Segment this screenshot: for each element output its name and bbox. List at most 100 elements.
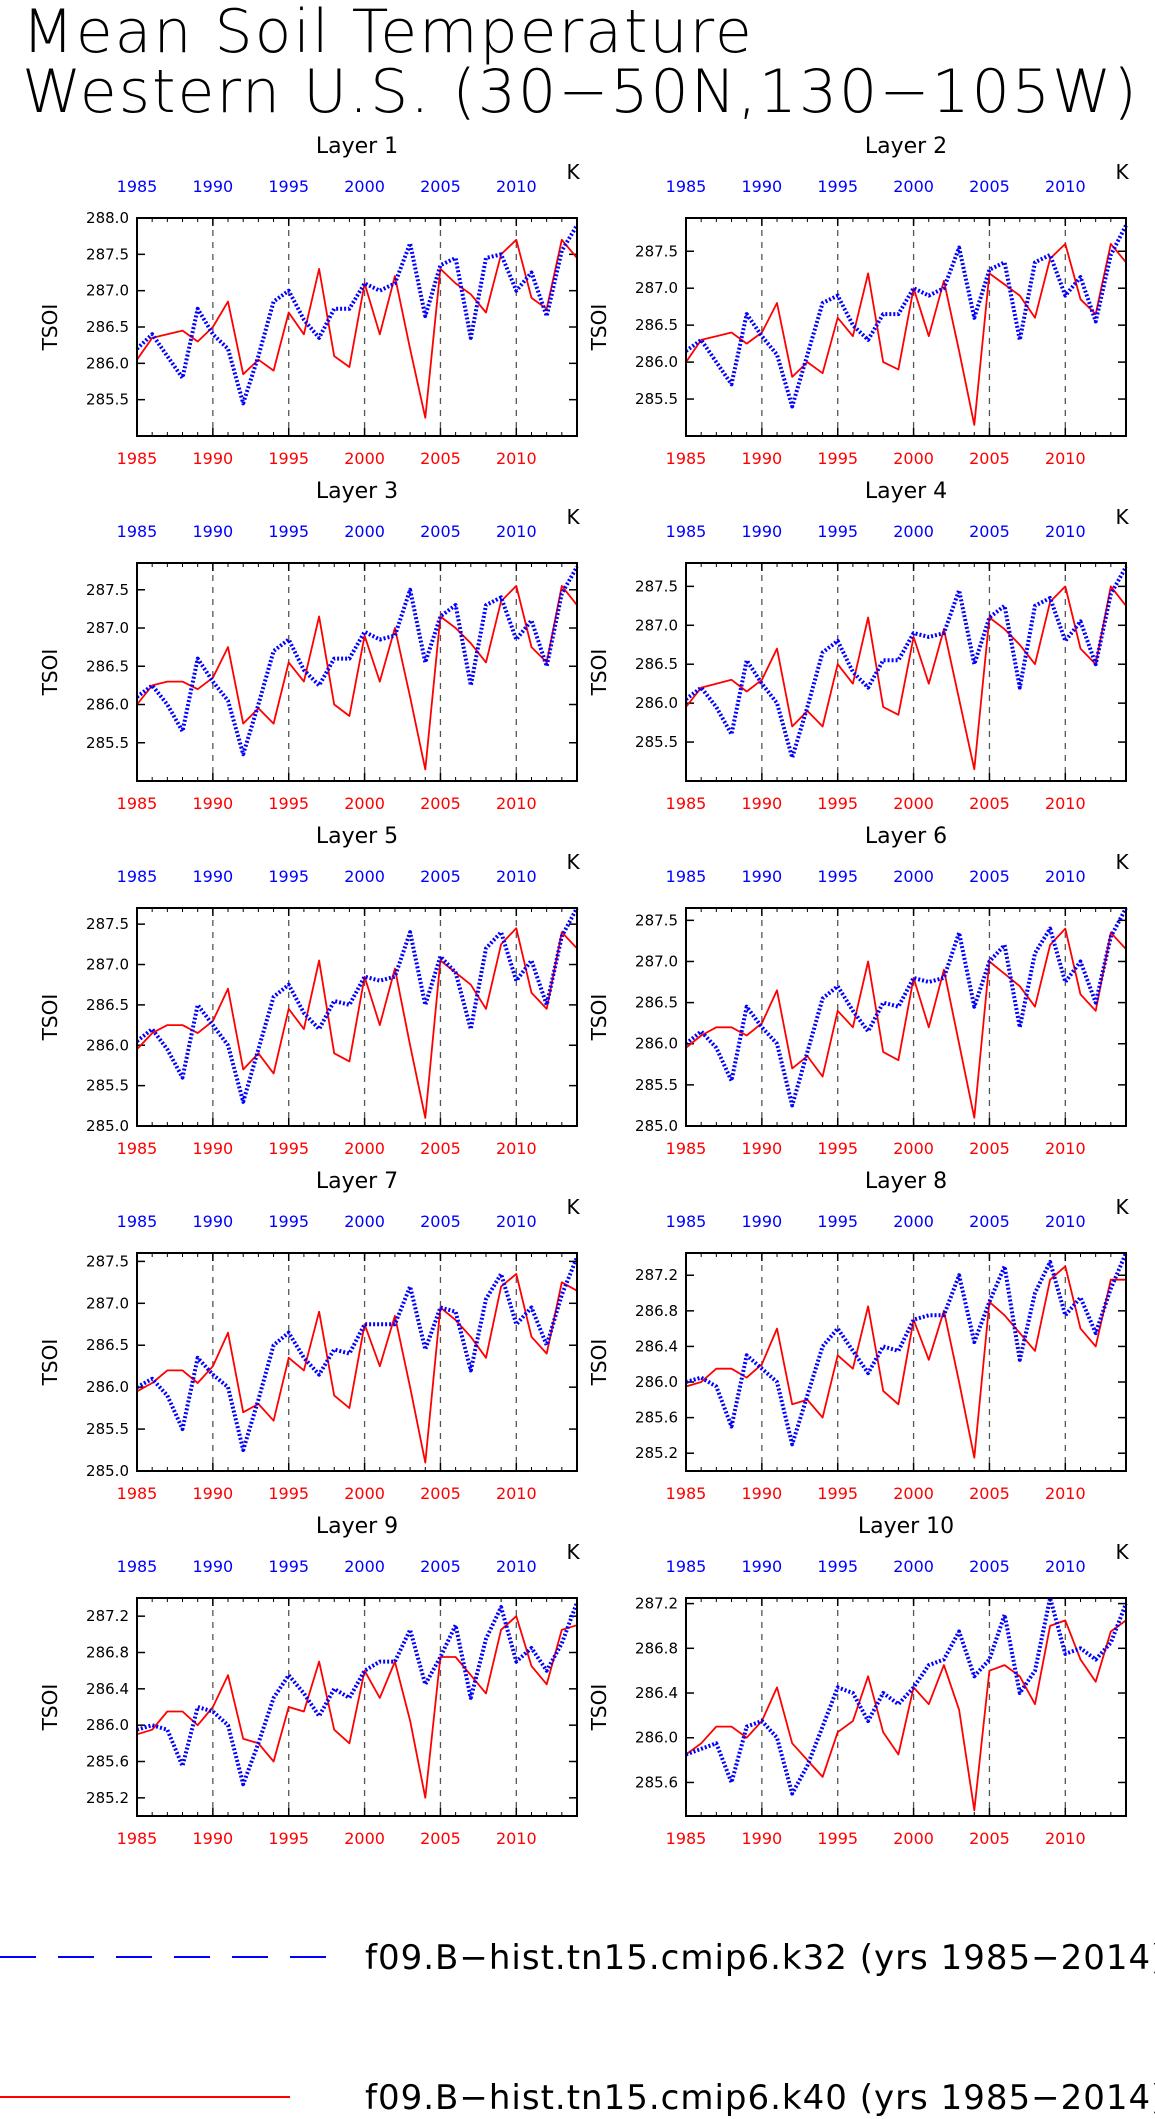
legend-label-k32: f09.B−hist.tn15.cmip6.k32 (yrs 1985−2014… (365, 1938, 1155, 1978)
x-tick-label-top: 1985 (666, 1212, 707, 1231)
y-tick-label: 285.2 (86, 1789, 129, 1807)
y-tick-label: 287.5 (635, 242, 678, 260)
units-label: K (1115, 850, 1129, 874)
y-tick-label: 287.0 (635, 952, 678, 970)
y-tick-label: 287.5 (635, 577, 678, 595)
y-axis-label: TSOI (38, 994, 62, 1042)
x-tick-label-bottom: 2010 (496, 1829, 537, 1848)
chart-panel-layer-6: Layer 6 K TSOI 1985 1985 1990 1990 1995 1995 2000… (587, 824, 1129, 1158)
y-tick-label: 285.5 (86, 1077, 129, 1095)
x-tick-label-bottom: 2005 (420, 794, 461, 813)
x-tick-label-bottom: 2005 (969, 449, 1010, 468)
chart-panel-layer-9: Layer 9 K TSOI 1985 1985 1990 1990 1995 1995 2000… (38, 1514, 580, 1848)
y-tick-label: 285.0 (635, 1117, 678, 1135)
plot-frame (685, 907, 1127, 1127)
y-tick-label: 286.0 (635, 353, 678, 371)
y-tick-label: 286.5 (635, 994, 678, 1012)
x-tick-label-bottom: 1990 (193, 449, 234, 468)
x-tick-label-top: 1990 (742, 867, 783, 886)
x-tick-label-top: 1990 (193, 1557, 234, 1576)
y-tick-label: 286.0 (635, 694, 678, 712)
x-tick-label-top: 1990 (742, 1557, 783, 1576)
x-tick-label-top: 2000 (344, 867, 385, 886)
series-line-k40 (685, 242, 1127, 426)
x-tick-label-top: 2005 (420, 522, 461, 541)
units-label: K (566, 850, 580, 874)
y-tick-label: 285.5 (86, 391, 129, 409)
y-axis-label: TSOI (587, 1684, 611, 1732)
x-tick-label-top: 2005 (420, 177, 461, 196)
series-line-k32 (685, 1252, 1128, 1447)
units-label: K (1115, 160, 1129, 184)
y-axis-label: TSOI (587, 994, 611, 1042)
chart-panel-layer-1: Layer 1 K TSOI 1985 1985 1990 1990 1995 1995 2000… (38, 134, 580, 468)
x-tick-label-bottom: 2005 (969, 1484, 1010, 1503)
x-tick-label-bottom: 1985 (117, 1484, 158, 1503)
x-tick-label-bottom: 1990 (742, 1139, 783, 1158)
panel-title: Layer 1 (316, 134, 398, 159)
y-axis-label: TSOI (38, 1339, 62, 1387)
x-tick-label-bottom: 2010 (1045, 1829, 1086, 1848)
x-tick-label-bottom: 1985 (666, 794, 707, 813)
chart-panel-layer-8: Layer 8 K TSOI 1985 1985 1990 1990 1995 1995 2000… (587, 1169, 1129, 1503)
plot-frame (685, 1252, 1127, 1472)
x-tick-label-top: 1995 (817, 522, 858, 541)
x-tick-label-top: 1990 (742, 522, 783, 541)
y-tick-label: 287.0 (86, 1294, 129, 1312)
x-tick-label-top: 2005 (969, 1212, 1010, 1231)
x-tick-label-bottom: 1990 (193, 794, 234, 813)
x-tick-label-bottom: 2005 (969, 1829, 1010, 1848)
y-tick-label: 287.5 (86, 245, 129, 263)
x-tick-label-bottom: 1995 (817, 1484, 858, 1503)
x-tick-label-bottom: 1985 (117, 1829, 158, 1848)
x-tick-label-top: 1995 (817, 1212, 858, 1231)
y-tick-label: 286.0 (86, 1378, 129, 1396)
y-tick-label: 287.5 (86, 915, 129, 933)
x-tick-label-bottom: 2005 (420, 1484, 461, 1503)
y-tick-label: 287.5 (86, 1252, 129, 1270)
x-tick-label-top: 2000 (893, 867, 934, 886)
x-tick-label-top: 2005 (420, 1212, 461, 1231)
x-tick-label-top: 1990 (193, 522, 234, 541)
x-tick-label-top: 1990 (742, 1212, 783, 1231)
y-tick-label: 286.5 (86, 657, 129, 675)
y-tick-label: 285.2 (635, 1444, 678, 1462)
chart-panel-layer-10: Layer 10 K TSOI 1985 1985 1990 1990 1995 1995 200… (587, 1514, 1129, 1848)
panel-title: Layer 9 (316, 1514, 398, 1539)
y-axis-label: TSOI (587, 1339, 611, 1387)
x-tick-label-top: 1985 (117, 1212, 158, 1231)
x-tick-label-bottom: 2005 (420, 1829, 461, 1848)
x-tick-label-top: 1995 (817, 867, 858, 886)
x-tick-label-top: 2000 (344, 522, 385, 541)
x-tick-label-bottom: 2000 (893, 1139, 934, 1158)
x-tick-label-top: 2000 (344, 177, 385, 196)
x-tick-label-top: 2000 (893, 1557, 934, 1576)
x-tick-label-top: 2010 (1045, 867, 1086, 886)
chart-panel-layer-4: Layer 4 K TSOI 1985 1985 1990 1990 1995 1995 2000… (587, 479, 1129, 813)
x-tick-label-top: 1995 (268, 867, 309, 886)
x-tick-label-top: 2005 (420, 867, 461, 886)
x-tick-label-bottom: 2010 (496, 1139, 537, 1158)
x-tick-label-bottom: 1995 (817, 1829, 858, 1848)
x-tick-label-bottom: 2010 (1045, 1139, 1086, 1158)
y-tick-label: 287.0 (86, 282, 129, 300)
x-tick-label-bottom: 1990 (193, 1484, 234, 1503)
series-line-k40 (685, 1619, 1127, 1812)
y-tick-label: 286.5 (86, 318, 129, 336)
y-axis-label: TSOI (587, 649, 611, 697)
x-tick-label-bottom: 1995 (268, 1139, 309, 1158)
plot-frame (685, 562, 1127, 782)
x-tick-label-bottom: 1985 (666, 1139, 707, 1158)
y-tick-label: 285.6 (86, 1753, 129, 1771)
series-line-k40 (136, 585, 578, 771)
y-axis-label: TSOI (587, 304, 611, 352)
x-tick-label-bottom: 1985 (117, 449, 158, 468)
x-tick-label-bottom: 1990 (742, 1829, 783, 1848)
plot-frame (136, 907, 578, 1127)
panel-title: Layer 3 (316, 479, 398, 504)
x-tick-label-bottom: 1990 (193, 1829, 234, 1848)
x-tick-label-top: 2000 (893, 1212, 934, 1231)
series-line-k40 (136, 927, 578, 1119)
legend-label-k40: f09.B−hist.tn15.cmip6.k40 (yrs 1985−2014… (365, 2078, 1155, 2118)
